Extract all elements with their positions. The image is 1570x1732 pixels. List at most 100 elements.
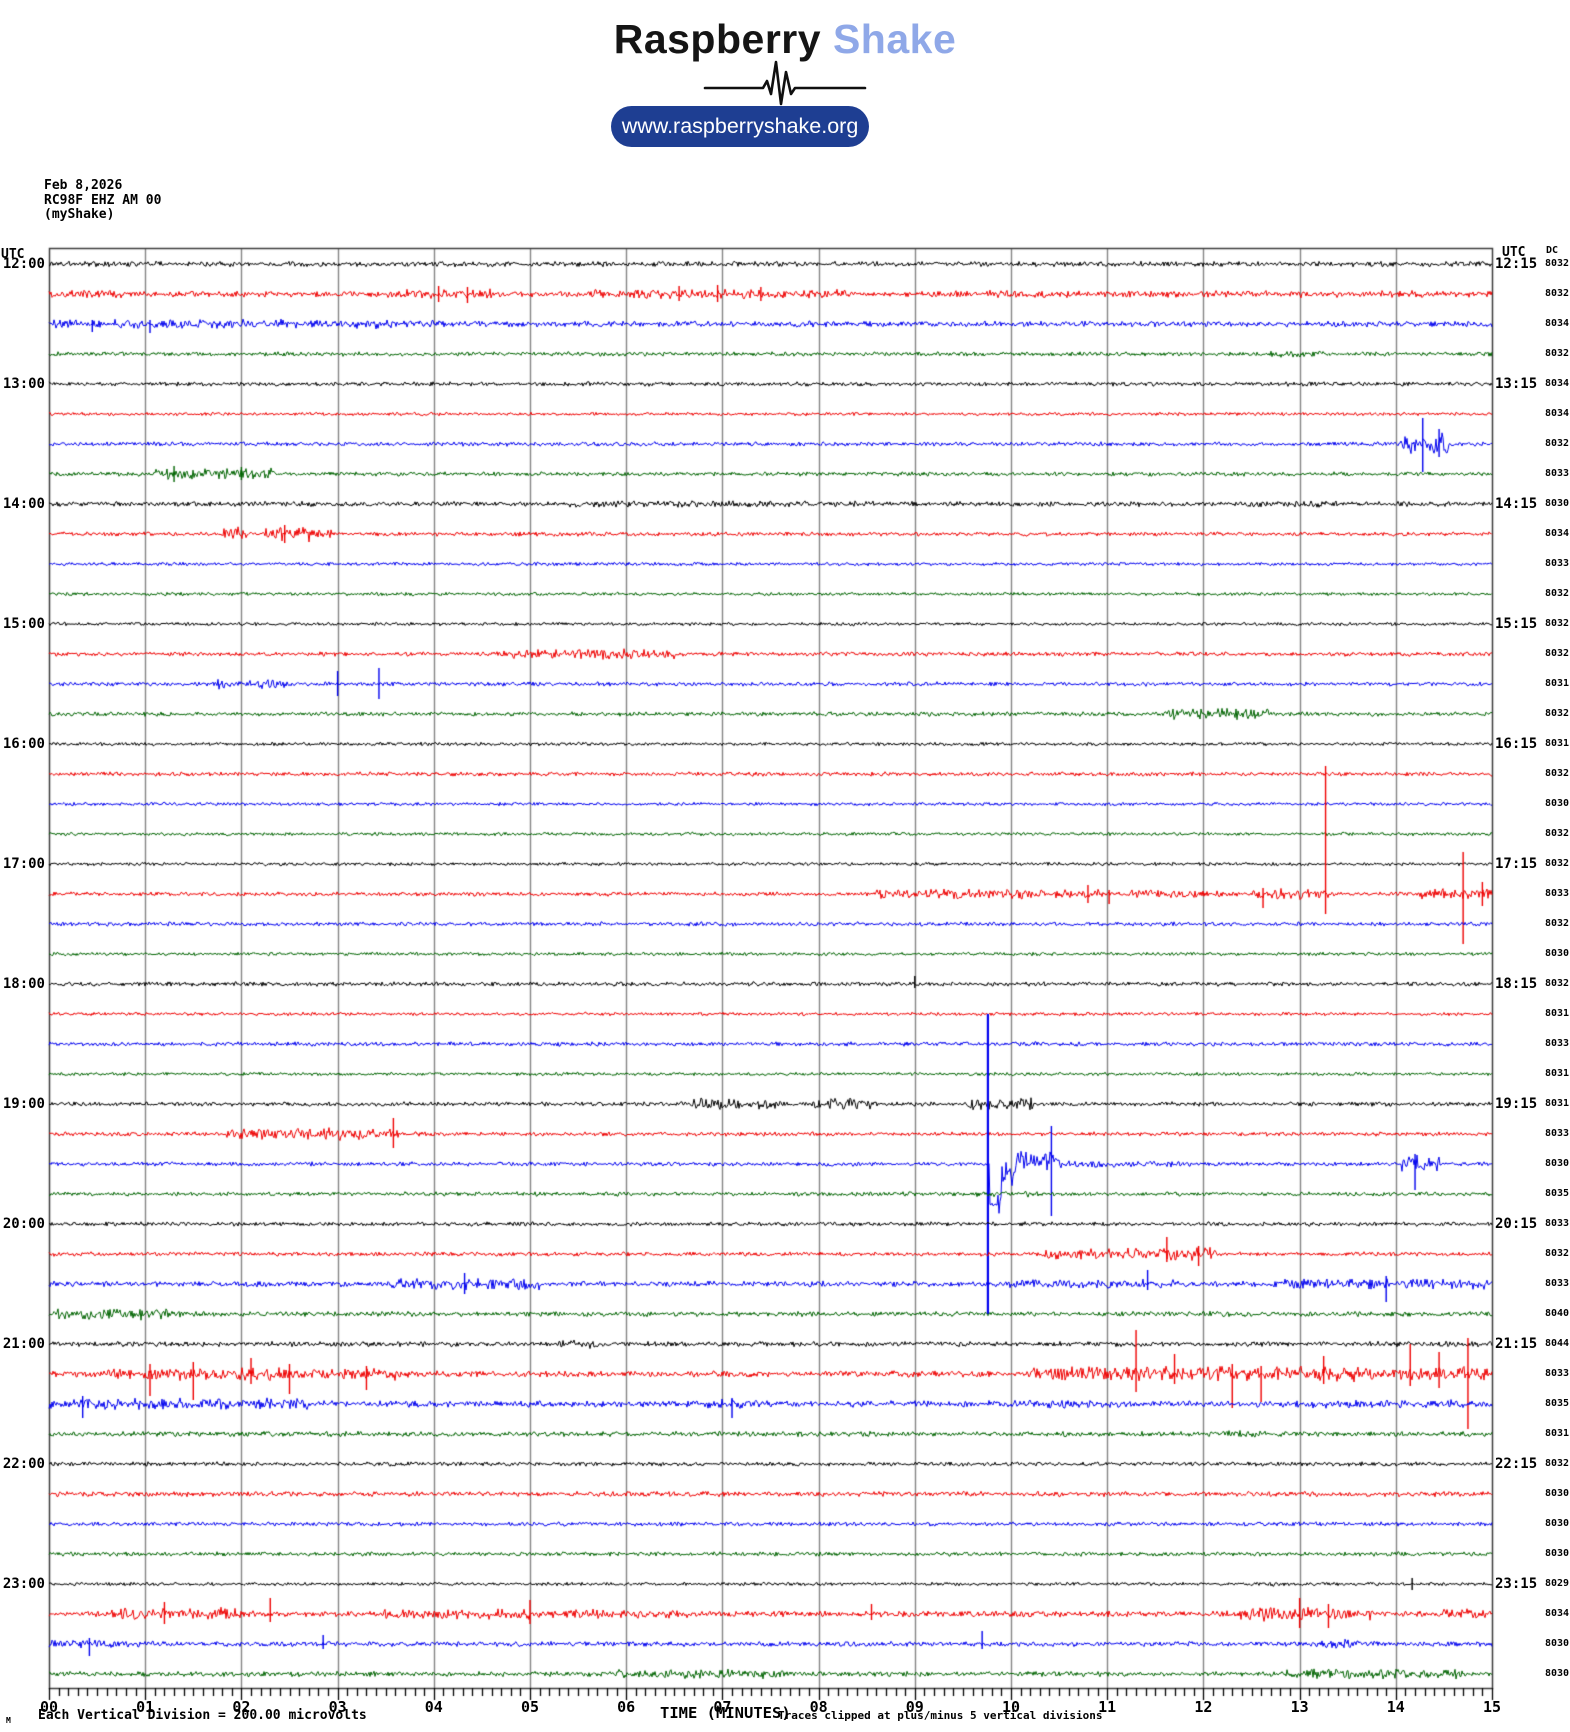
logo-text-raspberry: Raspberry <box>613 16 822 62</box>
hour-label-left: 12:00 <box>2 256 45 272</box>
dc-value: 8032 <box>1545 1248 1570 1259</box>
dc-value: 8030 <box>1545 1158 1570 1169</box>
hour-label-right: 13:15 <box>1495 376 1538 392</box>
hour-label-left: 16:00 <box>2 736 45 752</box>
dc-value: 8032 <box>1545 648 1570 659</box>
hour-label-right: 12:15 <box>1495 256 1538 272</box>
dc-value: 8032 <box>1545 438 1570 449</box>
dc-value: 8040 <box>1545 1308 1570 1319</box>
hour-label-left: 20:00 <box>2 1216 45 1232</box>
hour-label-right: 23:15 <box>1495 1576 1538 1592</box>
hour-label-right: 15:15 <box>1495 616 1538 632</box>
dc-value: 8031 <box>1545 738 1570 749</box>
dc-value: 8030 <box>1545 1518 1570 1529</box>
dc-value: 8034 <box>1545 528 1570 539</box>
dc-value: 8032 <box>1545 858 1570 869</box>
dc-value: 8030 <box>1545 1638 1570 1649</box>
dc-value: 8030 <box>1545 798 1570 809</box>
minute-label: 07 <box>713 1698 732 1716</box>
hour-label-left: 19:00 <box>2 1096 45 1112</box>
dc-value: 8034 <box>1545 378 1570 389</box>
utc-label-right: UTC <box>1502 245 1526 260</box>
dc-value: 8032 <box>1545 258 1570 269</box>
station-id: RC98F EHZ AM 00 <box>44 192 162 208</box>
minute-label: 11 <box>1098 1698 1117 1716</box>
dc-value: 8031 <box>1545 678 1570 689</box>
dc-value: 8034 <box>1545 1608 1570 1619</box>
clip-note: Traces clipped at plus/minus 5 vertical … <box>778 1709 1103 1722</box>
dc-value: 8030 <box>1545 1488 1570 1499</box>
dc-value: 8030 <box>1545 948 1570 959</box>
hour-label-left: 23:00 <box>2 1576 45 1592</box>
time-axis-label: TIME (MINUTES) <box>660 1704 791 1722</box>
utc-label-left: UTC <box>1 247 25 262</box>
dc-value: 8033 <box>1545 1218 1570 1229</box>
minute-label: 12 <box>1194 1698 1213 1716</box>
dc-value: 8032 <box>1545 768 1570 779</box>
dc-value: 8033 <box>1545 558 1570 569</box>
hour-label-left: 17:00 <box>2 856 45 872</box>
hour-label-right: 17:15 <box>1495 856 1538 872</box>
hour-label-left: 22:00 <box>2 1456 45 1472</box>
hour-label-left: 14:00 <box>2 496 45 512</box>
dc-value: 8031 <box>1545 1008 1570 1019</box>
dc-value: 8032 <box>1545 978 1570 989</box>
minute-label: 06 <box>617 1698 636 1716</box>
dc-value: 8032 <box>1545 708 1570 719</box>
dc-value: 8031 <box>1545 1068 1570 1079</box>
dc-value: 8044 <box>1545 1338 1570 1349</box>
minute-label: 15 <box>1482 1698 1502 1716</box>
raspberryshake-url-button[interactable]: www.raspberryshake.org <box>611 106 869 147</box>
dc-value: 8032 <box>1545 1458 1570 1469</box>
dc-value: 8035 <box>1545 1188 1570 1199</box>
dc-value: 8034 <box>1545 318 1570 329</box>
raspberry-shake-logo: Raspberry Shake <box>0 16 1570 63</box>
hour-label-left: 21:00 <box>2 1336 45 1352</box>
minute-label: 14 <box>1386 1698 1405 1716</box>
dc-value: 8033 <box>1545 888 1570 899</box>
minute-label: 05 <box>520 1698 540 1716</box>
dc-value: 8032 <box>1545 828 1570 839</box>
dc-value: 8033 <box>1545 468 1570 479</box>
vertical-scale-note: Each Vertical Division = 200.00 microvol… <box>38 1708 367 1723</box>
dc-value: 8032 <box>1545 288 1570 299</box>
dc-value: 8032 <box>1545 918 1570 929</box>
minute-label: 13 <box>1290 1698 1309 1716</box>
dc-value: 8030 <box>1545 1548 1570 1559</box>
dc-value: 8033 <box>1545 1368 1570 1379</box>
dc-value: 8033 <box>1545 1038 1570 1049</box>
hour-label-right: 20:15 <box>1495 1216 1538 1232</box>
dc-value: 8030 <box>1545 1668 1570 1679</box>
minute-label: 10 <box>1001 1698 1021 1716</box>
minute-label: 03 <box>328 1698 347 1716</box>
hour-label-right: 22:15 <box>1495 1456 1538 1472</box>
hour-label-left: 18:00 <box>2 976 45 992</box>
scale-marker-glyph: M <box>6 1716 11 1725</box>
dc-value: 8030 <box>1545 498 1570 509</box>
hour-label-left: 15:00 <box>2 616 45 632</box>
seismic-waveform-icon <box>703 60 867 106</box>
dc-value: 8033 <box>1545 1128 1570 1139</box>
hour-label-right: 14:15 <box>1495 496 1538 512</box>
dc-value: 8034 <box>1545 408 1570 419</box>
hour-label-right: 21:15 <box>1495 1336 1538 1352</box>
minute-label: 08 <box>809 1698 828 1716</box>
hour-label-right: 16:15 <box>1495 736 1538 752</box>
dc-value: 8035 <box>1545 1398 1570 1409</box>
minute-label: 01 <box>136 1698 155 1716</box>
minute-label: 02 <box>232 1698 251 1716</box>
dc-value: 8032 <box>1545 348 1570 359</box>
dc-value: 8031 <box>1545 1098 1570 1109</box>
hour-label-left: 13:00 <box>2 376 45 392</box>
hour-label-right: 18:15 <box>1495 976 1538 992</box>
dc-value: 8033 <box>1545 1278 1570 1289</box>
minute-label: 04 <box>424 1698 443 1716</box>
dc-value: 8032 <box>1545 588 1570 599</box>
station-info: Feb 8,2026 RC98F EHZ AM 00 (myShake) <box>44 178 162 223</box>
station-network: (myShake) <box>44 207 115 222</box>
dc-value: 8031 <box>1545 1428 1570 1439</box>
dc-column-header: DC <box>1546 245 1559 256</box>
logo-text-shake: Shake <box>832 16 957 62</box>
